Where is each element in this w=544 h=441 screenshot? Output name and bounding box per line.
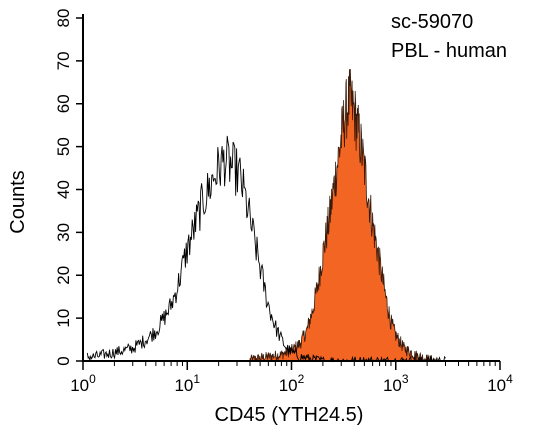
filled-histogram [249,68,438,363]
y-tick-label: 60 [54,94,73,113]
x-tick-label: 102 [279,372,305,395]
y-tick-label: 50 [54,137,73,156]
x-axis-ticks: 100 101 102 103 104 [70,361,513,395]
y-tick-label: 10 [54,309,73,328]
x-axis-label: CD45 (YTH24.5) [215,404,364,426]
annotation-sample-type: PBL - human [391,40,507,62]
series-layer [86,68,446,363]
y-tick-label: 40 [54,180,73,199]
y-axis-label: Counts [7,170,29,233]
x-tick-label: 101 [174,372,200,395]
y-tick-label: 0 [54,356,73,365]
x-tick-label: 103 [383,372,409,395]
x-tick-label: 104 [487,372,513,395]
x-tick-label: 100 [70,372,96,395]
annotation-sample-id: sc-59070 [391,11,473,33]
y-tick-label: 20 [54,266,73,285]
y-tick-label: 70 [54,51,73,70]
y-tick-label: 80 [54,9,73,28]
y-axis-ticks: 0 10 20 30 40 50 60 70 80 [54,9,83,366]
y-tick-label: 30 [54,223,73,242]
control-histogram [86,135,446,363]
